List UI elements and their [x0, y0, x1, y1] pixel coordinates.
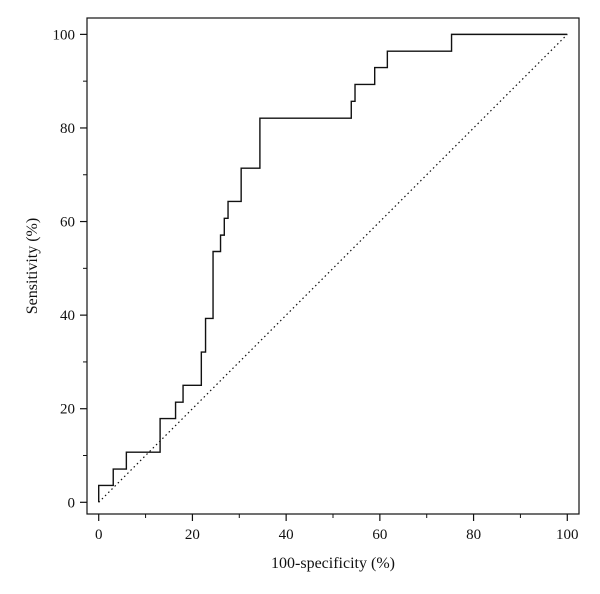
reference-diagonal-line [98, 33, 568, 503]
x-tick-label: 0 [95, 527, 103, 543]
x-tick-label: 40 [279, 527, 294, 543]
y-tick-label: 80 [60, 121, 75, 137]
x-tick-label: 100 [556, 527, 579, 543]
y-axis-title: Sensitivity (%) [24, 218, 41, 314]
x-tick-label: 20 [185, 527, 200, 543]
y-axis-ticks: 0 20 40 60 80 100 [53, 27, 87, 511]
y-tick-label: 0 [68, 495, 76, 511]
y-tick-label: 20 [60, 402, 75, 418]
x-axis-title: 100-specificity (%) [271, 555, 395, 572]
x-axis-ticks: 0 20 40 60 80 100 [95, 514, 579, 543]
y-tick-label: 60 [60, 215, 75, 231]
x-tick-label: 60 [372, 527, 387, 543]
y-tick-label: 100 [53, 27, 76, 43]
y-tick-label: 40 [60, 308, 75, 324]
x-tick-label: 80 [466, 527, 481, 543]
series-layer [98, 33, 568, 503]
